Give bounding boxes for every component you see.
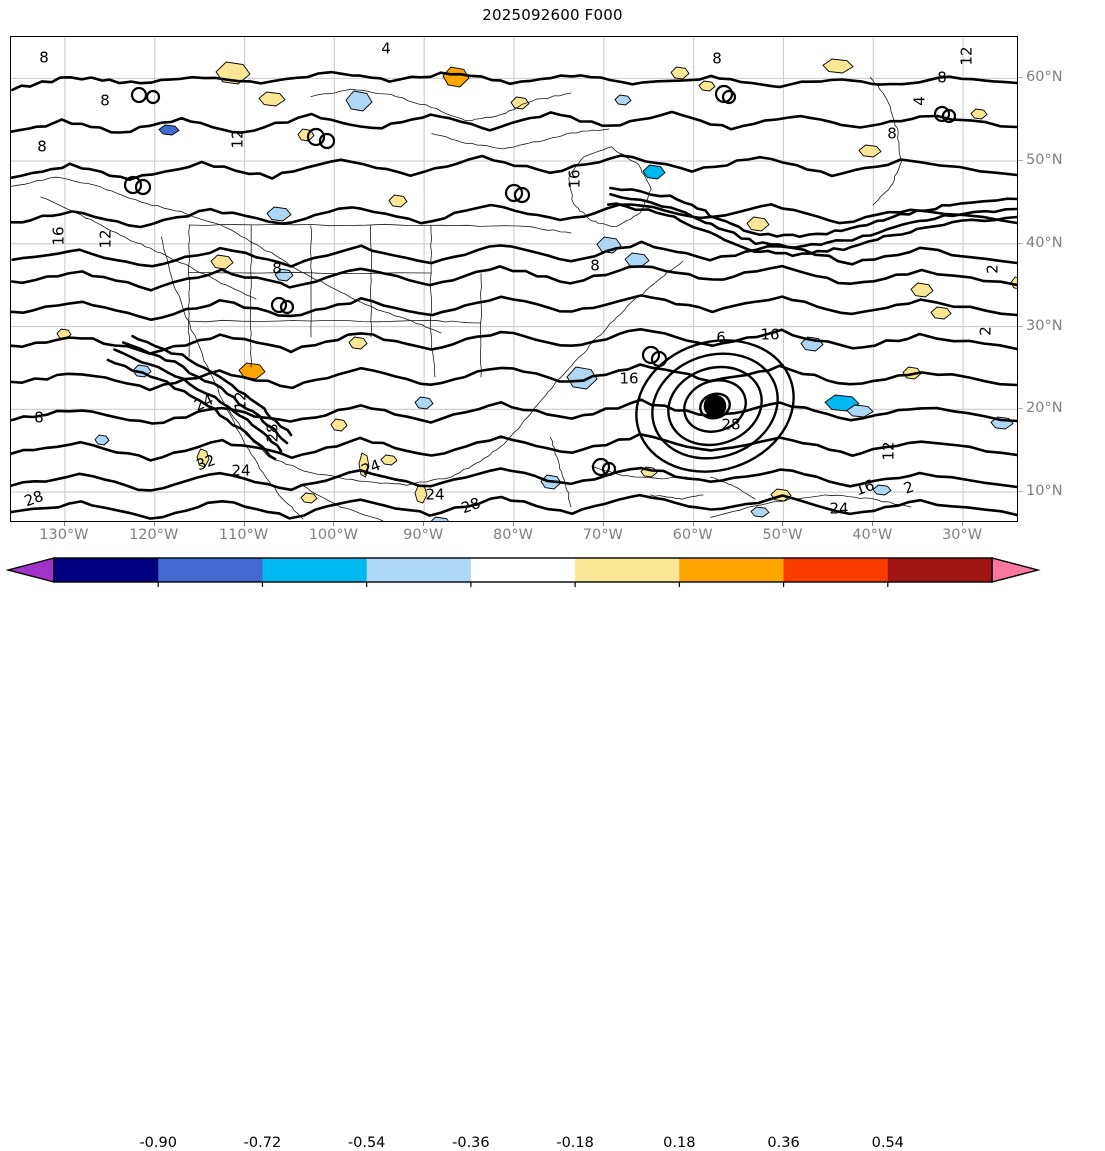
contour-label: 16: [50, 226, 68, 245]
contour-label: 8: [100, 92, 110, 110]
lat-tick: [1018, 491, 1023, 493]
lon-tick: [153, 522, 155, 526]
lon-tick-label: 80°W: [492, 527, 534, 543]
colorbar[interactable]: -0.90 -0.72 -0.54 -0.36 -0.18 0.18 0.36 0.54: [0, 552, 1105, 1151]
contour-label: 8: [712, 50, 722, 68]
lon-tick: [782, 522, 784, 526]
lat-tick-label: 60°N: [1026, 69, 1063, 86]
lon-tick-label: 100°W: [308, 527, 358, 543]
contour-label: 16: [566, 169, 584, 188]
contour-label: 2: [977, 326, 995, 336]
lon-tick: [513, 522, 514, 526]
colorbar-tick-label: 0.18: [663, 1135, 696, 1151]
colorbar-tick-label: 0.54: [871, 1135, 904, 1151]
contour-label: 28: [721, 416, 740, 434]
lat-tick: [1018, 408, 1023, 410]
contour-label: 8: [272, 260, 282, 278]
lat-tick-label: 50°N: [1026, 152, 1063, 169]
lon-tick: [63, 522, 65, 526]
contour-label: 8: [590, 257, 600, 275]
contour-label: 24: [425, 486, 444, 504]
contour-label: 28: [459, 494, 483, 517]
lat-tick-label: 30°N: [1026, 317, 1063, 334]
lon-tick: [333, 522, 335, 526]
lon-tick: [602, 522, 604, 526]
lon-tick-label: 60°W: [672, 527, 713, 543]
lon-tick: [423, 522, 425, 526]
contour-label: 32: [194, 451, 218, 474]
lat-tick-label: 40°N: [1026, 234, 1063, 251]
lat-tick-label: 10°N: [1026, 483, 1063, 500]
lon-tick: [962, 522, 964, 526]
lon-tick-label: 30°W: [942, 527, 983, 543]
contour-label: 8: [39, 49, 49, 67]
contour-label: 12: [880, 441, 898, 460]
lat-tick: [1018, 77, 1023, 79]
lon-tick-label: 130°W: [39, 527, 89, 543]
lat-tick: [1018, 242, 1023, 244]
contour-label: 6: [716, 329, 726, 347]
contour-label: 16: [619, 370, 638, 388]
contour-label: 8: [937, 69, 947, 87]
colorbar-tick-label: -0.36: [452, 1135, 490, 1151]
contour-label: 24: [191, 390, 216, 414]
map-plot-area[interactable]: 4 8 12 8 4 8 8 12 8 16 8 16 12 8 8 2 6 16 2 16 8 24 12 28 28 12 32…: [10, 36, 1018, 522]
contour-label: 4: [911, 96, 929, 106]
contour-label: 28: [264, 423, 282, 442]
shaded-anomaly-patches: [56, 58, 1017, 521]
lon-tick-label: 90°W: [403, 527, 444, 543]
contour-label: 24: [231, 462, 250, 480]
contour-label: 12: [958, 46, 976, 65]
contour-label: 4: [381, 40, 391, 58]
contour-label: 16: [853, 476, 877, 499]
colorbar-tick-label: -0.54: [347, 1135, 386, 1151]
colorbar-tick-label: 0.36: [767, 1135, 800, 1151]
lon-tick-label: 120°W: [129, 527, 179, 543]
lon-tick-label: 40°W: [852, 527, 893, 543]
contour-label: 24: [359, 456, 383, 479]
contour-label: 28: [22, 487, 46, 510]
contour-label: 2: [984, 264, 1002, 274]
lon-tick-label: 50°W: [762, 527, 803, 543]
colorbar-tick-label: -0.18: [556, 1135, 594, 1151]
coastline-borders: [11, 76, 912, 521]
contour-label: 12: [232, 391, 250, 410]
colorbar-tick-label: -0.90: [139, 1135, 177, 1151]
lon-tick: [692, 522, 694, 526]
lat-tick: [1018, 160, 1023, 162]
lon-tick-label: 110°W: [218, 527, 269, 543]
lon-tick-label: 70°W: [582, 527, 623, 543]
contour-label: 2: [901, 477, 916, 497]
contour-label: 8: [887, 125, 897, 143]
contour-label: 12: [229, 129, 247, 148]
contour-label: 12: [97, 229, 115, 248]
lon-tick: [872, 522, 874, 526]
contour-label: 8: [34, 409, 44, 427]
contour-label: 8: [37, 138, 47, 156]
colorbar-tick-label: -0.72: [243, 1135, 282, 1151]
lat-tick: [1018, 325, 1023, 327]
contour-lines: [11, 70, 1017, 520]
colorbar-swatches: [5, 557, 1041, 587]
page-title: 2025092600 F000: [482, 6, 623, 24]
contour-label: 24: [829, 500, 848, 518]
lon-tick: [243, 522, 245, 526]
lat-tick-label: 20°N: [1026, 400, 1063, 417]
contour-label: 16: [760, 326, 779, 344]
